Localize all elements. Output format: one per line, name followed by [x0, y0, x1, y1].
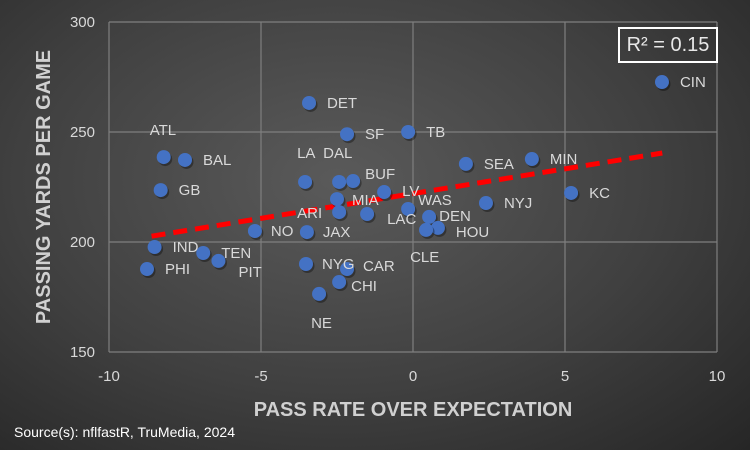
- data-point-hou: [430, 220, 445, 235]
- point-label-cle: CLE: [410, 249, 439, 266]
- x-axis-title: PASS RATE OVER EXPECTATION: [254, 399, 573, 421]
- point-label-den: DEN: [439, 208, 471, 225]
- source-note: Source(s): nflfastR, TruMedia, 2024: [14, 424, 235, 440]
- y-tick-label: 150: [70, 344, 95, 361]
- point-label-sf: SF: [365, 126, 384, 143]
- point-label-ten: TEN: [221, 245, 251, 262]
- point-label-jax: JAX: [323, 224, 351, 241]
- point-label-was: WAS: [418, 192, 452, 209]
- point-label-lac: LAC: [387, 211, 416, 228]
- point-label-no: NO: [271, 223, 294, 240]
- data-point-car: [340, 262, 355, 277]
- data-point-det: [302, 95, 317, 110]
- point-label-gb: GB: [179, 182, 201, 199]
- data-point-nyj: [478, 196, 493, 211]
- point-label-lv: LV: [402, 183, 419, 200]
- data-point-buf: [346, 174, 361, 189]
- point-label-tb: TB: [426, 124, 445, 141]
- point-label-ari: ARI: [297, 205, 322, 222]
- data-point-was: [401, 202, 416, 216]
- data-point-atl: [156, 150, 171, 165]
- x-tick-label: -5: [254, 368, 267, 385]
- point-label-min: MIN: [550, 151, 578, 168]
- data-point-dal: [332, 174, 347, 189]
- data-point-gb: [153, 183, 168, 198]
- point-label-buf: BUF: [365, 166, 395, 183]
- data-point-sf: [340, 127, 355, 142]
- point-label-la: LA: [297, 145, 315, 162]
- data-point-sea: [458, 156, 473, 171]
- r-squared-box: R² = 0.15: [618, 27, 718, 63]
- data-point-kc: [564, 185, 579, 200]
- x-tick-label: 5: [561, 368, 569, 385]
- data-point-mia: [330, 192, 344, 207]
- data-point-tb: [401, 125, 416, 139]
- data-point-ind: [147, 240, 162, 255]
- y-tick-label: 250: [70, 124, 95, 141]
- trendline: [151, 150, 663, 239]
- point-label-chi: CHI: [351, 278, 377, 295]
- data-point-ari: [332, 205, 347, 220]
- data-point-cle: [419, 222, 434, 237]
- point-label-hou: HOU: [456, 224, 489, 241]
- data-point-min: [524, 152, 539, 167]
- data-point-chi: [332, 275, 347, 290]
- point-label-dal: DAL: [323, 145, 352, 162]
- point-label-car: CAR: [363, 258, 395, 275]
- point-label-phi: PHI: [165, 261, 190, 278]
- point-label-pit: PIT: [238, 264, 261, 281]
- data-point-ten: [196, 246, 211, 260]
- point-label-bal: BAL: [203, 152, 231, 169]
- point-label-nyj: NYJ: [504, 195, 532, 212]
- point-label-atl: ATL: [150, 122, 176, 139]
- data-point-no: [247, 224, 262, 238]
- point-label-ne: NE: [311, 315, 332, 332]
- point-label-kc: KC: [589, 185, 610, 202]
- data-point-jax: [299, 225, 314, 240]
- point-label-det: DET: [327, 95, 357, 112]
- data-point-bal: [178, 152, 192, 167]
- data-point-nyg: [298, 257, 313, 271]
- y-tick-label: 300: [70, 14, 95, 31]
- point-label-ind: IND: [173, 239, 199, 256]
- data-point-phi: [140, 262, 154, 277]
- data-point-lac: [360, 207, 375, 222]
- y-tick-label: 200: [70, 234, 95, 251]
- data-point-pit: [211, 253, 226, 268]
- data-point-la: [298, 174, 313, 189]
- point-label-cin: CIN: [680, 74, 706, 91]
- data-point-cin: [654, 75, 669, 90]
- x-tick-label: -10: [98, 368, 120, 385]
- x-tick-label: 0: [409, 368, 417, 385]
- data-point-den: [422, 209, 437, 224]
- y-axis-title: PASSING YARDS PER GAME: [33, 50, 55, 324]
- data-point-ne: [312, 286, 327, 301]
- x-tick-label: 10: [709, 368, 726, 385]
- data-point-lv: [377, 185, 392, 200]
- point-label-sea: SEA: [484, 156, 514, 173]
- point-label-mia: MIA: [352, 192, 379, 209]
- point-label-nyg: NYG: [322, 256, 355, 273]
